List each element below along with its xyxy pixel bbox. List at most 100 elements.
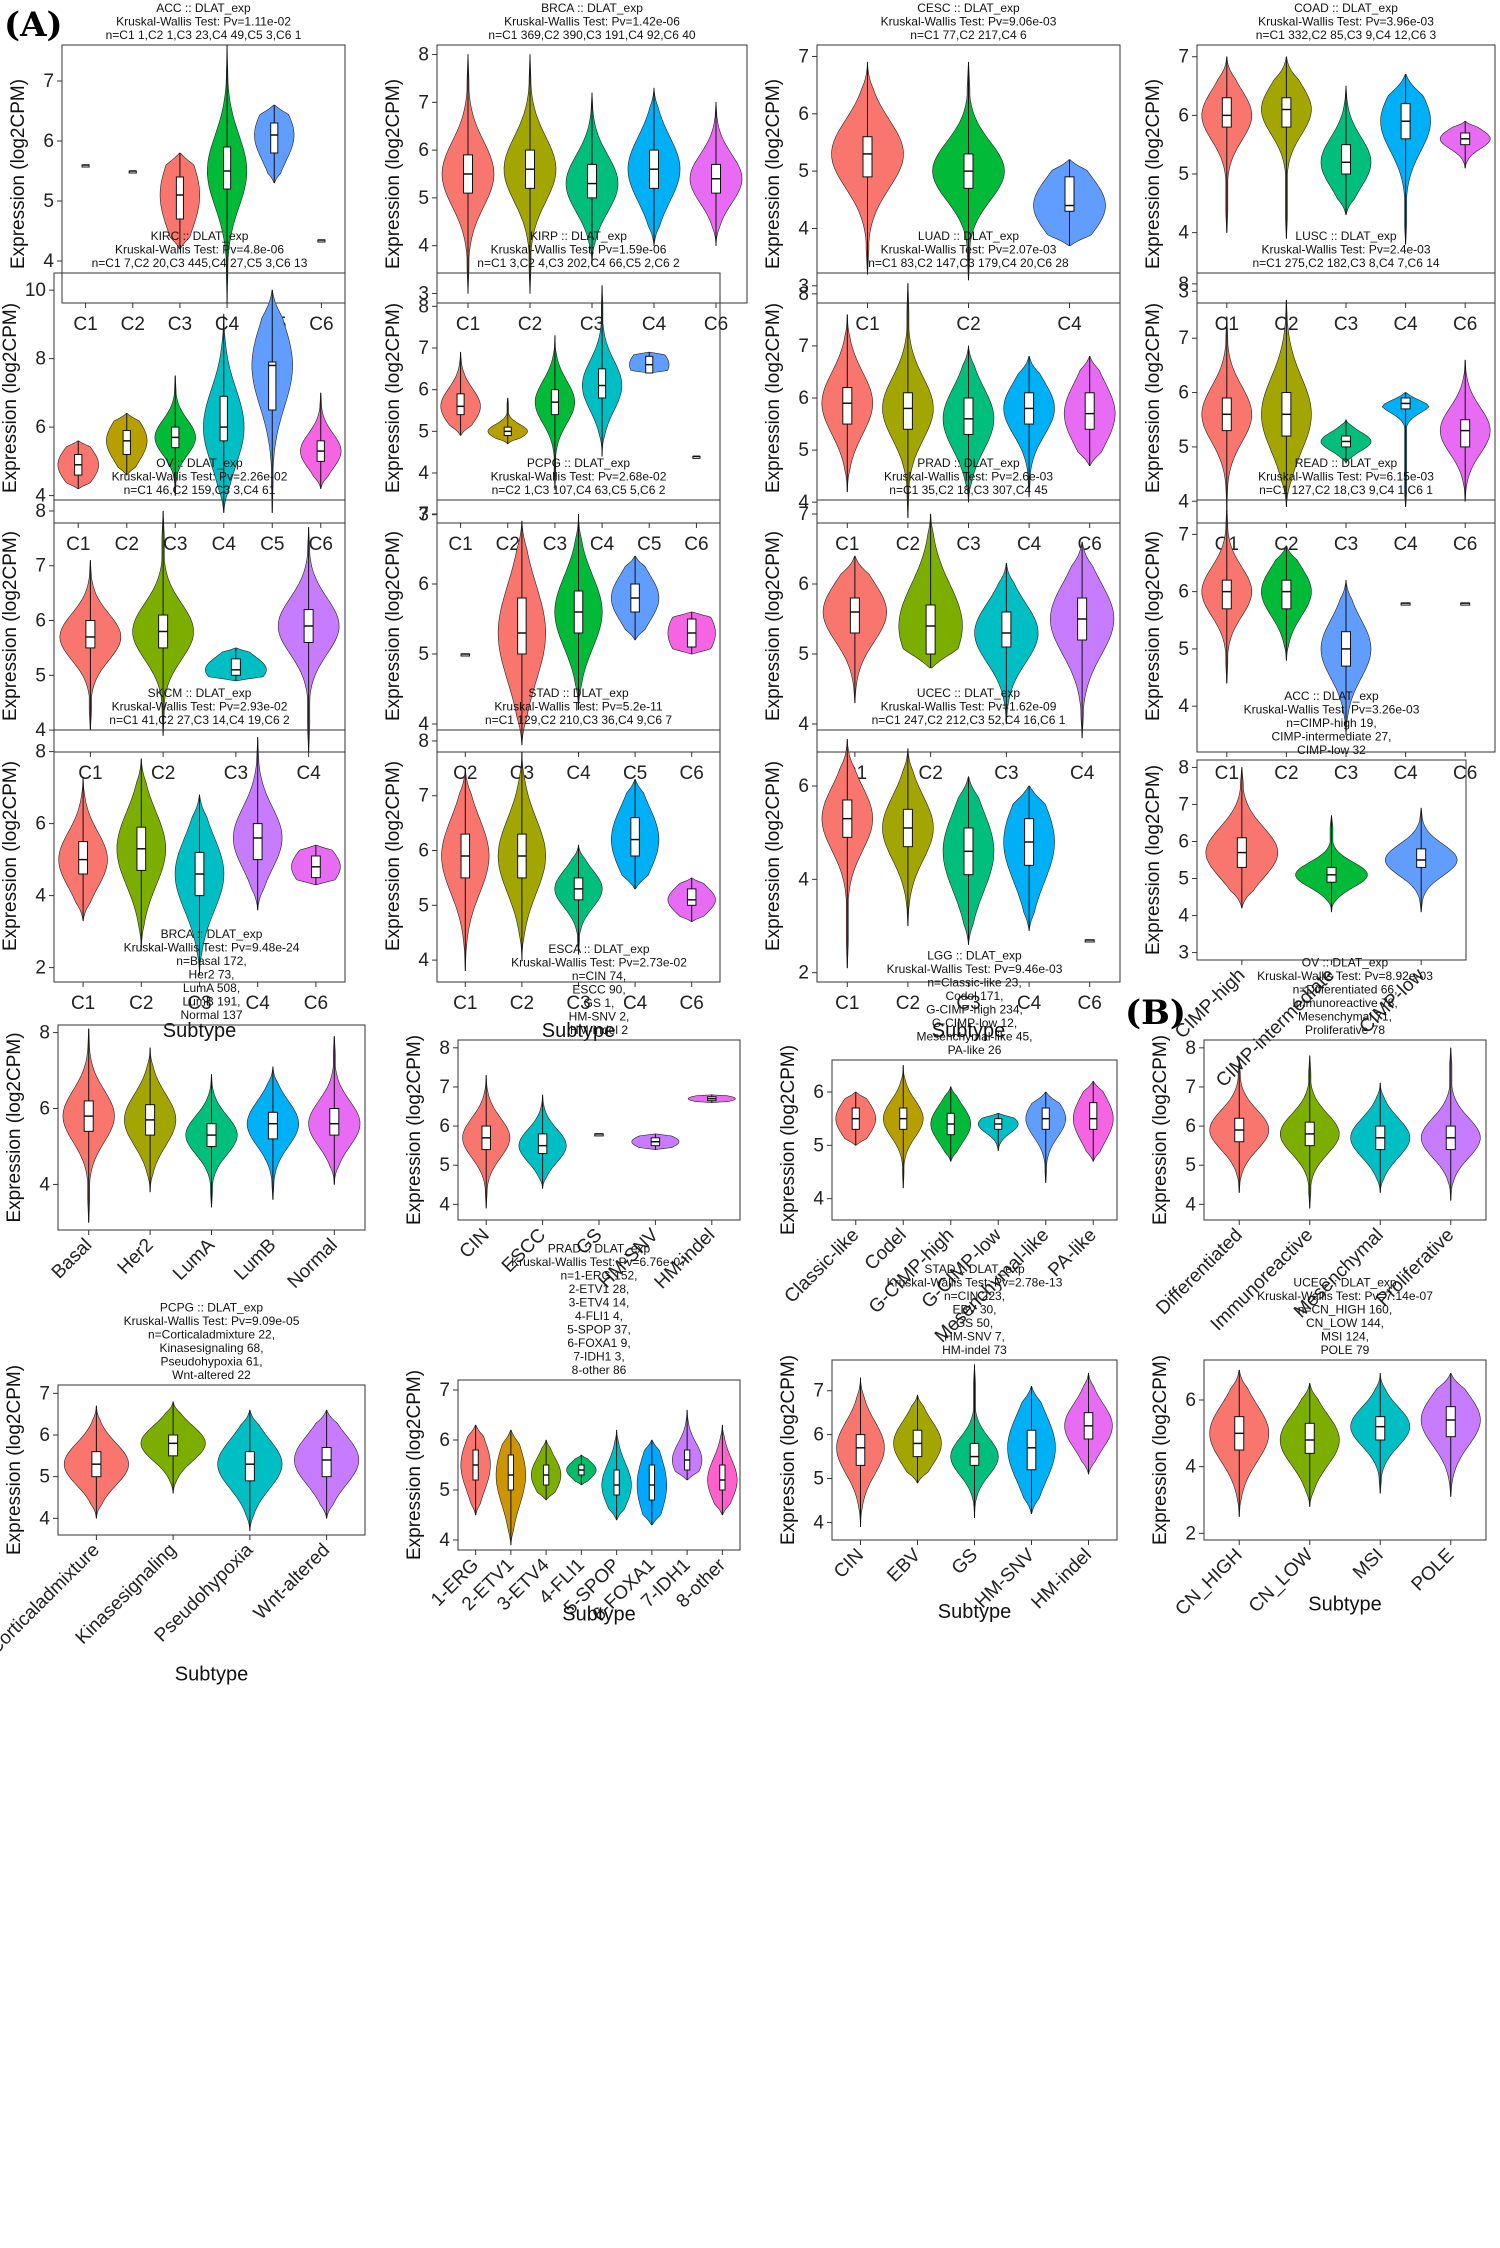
x-tick-label: C4 [1393,314,1418,335]
y-tick-label: 6 [39,1425,50,1446]
y-tick-label: 5 [1178,639,1189,660]
y-tick-label: 6 [798,574,809,595]
x-tick-label: PA-like [1044,1225,1100,1281]
x-tick-label: C2 [956,314,980,335]
plot-frame [1203,1359,1487,1541]
x-tick-label: Wnt-altered [250,1540,334,1624]
chart-title-line: CESC :: DLAT_exp [917,1,1020,15]
x-tick-label: C3 [1334,534,1358,555]
box [1089,1102,1098,1130]
box [252,823,263,861]
y-tick-label: 4 [35,486,46,507]
x-tick-label: C3 [224,763,248,784]
x-tick-label: Normal [284,1235,342,1293]
box [1026,1429,1037,1471]
box [587,163,597,199]
x-tick-label: C2 [918,763,942,784]
plot-frame [831,1059,1118,1221]
box [1304,1422,1315,1454]
x-tick-label: C1 [73,314,97,335]
box [321,1447,332,1478]
x-tick-label: C3 [1334,763,1358,784]
chart-title-line: HM-SNV 2, [569,1010,630,1024]
x-axis-label: Subtype [163,1020,236,1042]
plot-frame [61,44,346,304]
chart-title-line: POLE 79 [1321,1343,1370,1357]
y-tick-label: 8 [418,296,429,317]
y-tick-label: 4 [1185,1457,1196,1478]
box [630,817,640,857]
chart-title-line: LGG :: DLAT_exp [927,949,1022,963]
chart-title-line: PRAD :: DLAT_exp [548,1242,651,1256]
x-tick-label: C1 [66,534,90,555]
box [963,397,974,435]
x-tick-label: C1 [835,534,859,555]
y-tick-label: 4 [418,236,429,257]
y-tick-label: 8 [418,45,429,66]
y-tick-label: 7 [439,1380,450,1401]
x-tick-label: EBV [883,1544,925,1586]
chart-title-line: Kruskal-Wallis Test: Pv=1.11e-02 [116,15,291,29]
chart-title-line: 2-ETV1 28, [569,1282,630,1296]
x-tick-label: C3 [956,534,980,555]
x-axis-label: Subtype [542,1020,615,1042]
chart-title-line: SKCM :: DLAT_exp [148,686,252,700]
chart-title-line: n=C1 275,C2 182,C3 8,C4 7,C6 14 [1252,256,1439,270]
chart-title-line: Kruskal-Wallis Test: Pv=3.96e-03 [1258,15,1434,29]
y-tick-label: 7 [418,92,429,113]
y-axis-label: Expression (log2CPM) [1143,303,1164,493]
x-tick-label: C2 [129,993,153,1014]
chart-title-line: Kruskal-Wallis Test: Pv=2.26e-02 [112,470,288,484]
chart-title-line: n=CN_HIGH 160, [1298,1303,1392,1317]
box [1460,419,1471,448]
y-tick-label: 4 [43,251,54,272]
y-tick-label: 5 [418,188,429,209]
box [969,1442,980,1466]
y-tick-label: 8 [439,1038,450,1059]
box [902,392,913,430]
y-tick-label: 6 [418,140,429,161]
chart-title-line: Kruskal-Wallis Test: Pv=2.93e-02 [112,700,288,714]
chart-title-line: LumA 508, [183,981,240,995]
chart-title-line: STAD :: DLAT_exp [924,1262,1025,1276]
chart-title-line: ESCC 90, [572,983,625,997]
x-tick-label: Her2 [114,1235,158,1279]
box [244,1451,255,1482]
y-tick-label: 8 [1178,274,1189,295]
chart-title-line: HM-indel 73 [942,1343,1007,1357]
y-tick-label: 4 [1185,1194,1196,1215]
y-tick-label: 6 [35,814,46,835]
y-tick-label: 4 [39,1508,50,1529]
box [1221,579,1232,610]
x-tick-label: C1 [1215,763,1239,784]
x-tick-label: C1 [78,763,102,784]
chart-title-line: G-CIMP-low 12, [932,1016,1017,1030]
x-tick-label: GS [948,1545,982,1579]
x-tick-label: C2 [896,534,920,555]
y-axis-label: Expression (log2CPM) [383,531,404,721]
y-tick-label: 5 [798,440,809,461]
y-tick-label: 6 [439,1116,450,1137]
x-tick-label: C2 [1274,534,1298,555]
chart-title-line: Kruskal-Wallis Test: Pv=9.48e-24 [124,941,300,955]
x-tick-label: CN_HIGH [1171,1545,1246,1620]
x-tick-label: C6 [309,534,333,555]
box [849,597,860,634]
y-tick-label: 3 [418,283,429,304]
chart-title-line: 7-IDH1 3, [573,1350,624,1364]
chart-title-line: n=Basal 172, [176,954,246,968]
chart-title-line: Kruskal-Wallis Test: Pv=2.07e-03 [881,243,1057,257]
chart-title-line: n=CIMP-high 19, [1286,716,1376,730]
x-axis-label: Subtype [932,1020,1005,1042]
chart-title-line: EBV 30, [952,1303,996,1317]
x-tick-label: C4 [215,314,240,335]
x-tick-label: C6 [704,314,728,335]
chart-title-line: Kruskal-Wallis Test: Pv=1.59e-06 [491,243,667,257]
box [1064,176,1075,212]
